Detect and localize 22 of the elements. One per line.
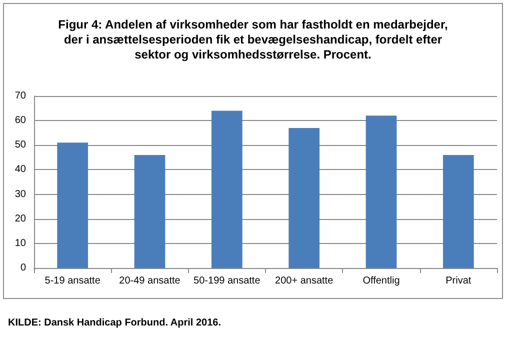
y-tick-label: 40 — [14, 164, 26, 176]
y-tick-label: 0 — [20, 262, 26, 274]
chart-title: Figur 4: Andelen af virksomheder som har fastholdt en medarbejder, der i ansættelsesperioden fik et bevægelseshandicap, fordelt efter sektor og virksomhedsstørrelse. Procent. — [58, 18, 448, 62]
bar — [288, 128, 320, 268]
y-tick-label: 70 — [14, 90, 26, 102]
x-tick-label: 50-199 ansatte — [194, 276, 261, 286]
y-tick-label: 60 — [14, 115, 26, 126]
y-tick-label: 10 — [14, 238, 26, 249]
bar — [366, 116, 397, 268]
y-tick-label: 50 — [14, 140, 26, 151]
x-tick-label: 20-49 ansatte — [119, 276, 181, 286]
x-tick-label: 5-19 ansatte — [44, 276, 101, 286]
bar — [211, 110, 242, 268]
y-tick-label: 20 — [14, 213, 26, 224]
bar — [134, 154, 166, 268]
bar — [57, 142, 88, 268]
x-tick-label: Privat — [446, 276, 472, 286]
text: KILDE: Dansk Handicap Forbund. April 2016. — [8, 318, 222, 328]
x-tick-label: Offentlig — [362, 276, 400, 286]
x-tick-label: 200+ ansatte — [275, 276, 334, 286]
bar — [442, 154, 474, 268]
y-tick-label: 30 — [14, 188, 26, 200]
